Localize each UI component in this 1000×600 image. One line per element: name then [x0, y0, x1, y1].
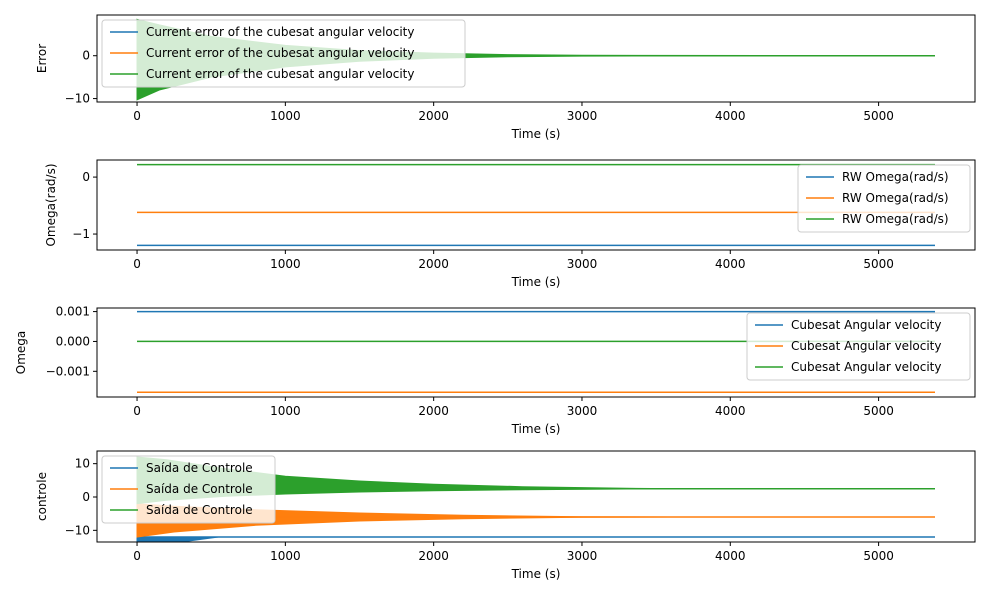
axes-frame: [96, 307, 976, 398]
x-tick-label: 4000: [715, 404, 746, 418]
x-tick-label: 5000: [863, 109, 894, 123]
legend-label-2: Cubesat Angular velocity: [791, 339, 941, 353]
x-tick-label: 2000: [418, 109, 449, 123]
y-axis-label: Error: [35, 44, 49, 73]
legend-label-3: RW Omega(rad/s): [842, 212, 949, 226]
x-axis-label: Time (s): [511, 567, 561, 581]
legend-label-2: RW Omega(rad/s): [842, 191, 949, 205]
legend: Cubesat Angular velocity Cubesat Angular …: [746, 312, 971, 381]
x-tick-label: 5000: [863, 404, 894, 418]
y-tick-label: 0: [82, 490, 90, 504]
x-tick-label: 3000: [567, 109, 598, 123]
legend: Saída de Controle Saída de Controle Saída …: [101, 455, 276, 524]
x-tick-label: 4000: [715, 109, 746, 123]
legend-label-3: Current error of the cubesat angular vel…: [146, 67, 414, 81]
legend-label-1: Current error of the cubesat angular vel…: [146, 25, 414, 39]
y-tick-label: 0.000: [56, 334, 90, 348]
axes-frame: [96, 159, 976, 251]
legend-box: [797, 164, 971, 233]
legend: RW Omega(rad/s) RW Omega(rad/s) RW Omega(r…: [797, 164, 971, 233]
legend-label-1: Saída de Controle: [146, 461, 253, 475]
x-tick-label: 5000: [863, 257, 894, 271]
axes-frame: [96, 14, 976, 103]
legend-label-1: RW Omega(rad/s): [842, 170, 949, 184]
x-tick-label: 3000: [567, 404, 598, 418]
x-tick-label: 0: [133, 109, 141, 123]
y-axis-label: controle: [35, 472, 49, 521]
x-tick-label: 5000: [863, 549, 894, 563]
y-axis-label: Omega(rad/s): [44, 163, 58, 246]
x-tick-label: 4000: [715, 549, 746, 563]
y-tick-label: −0.001: [46, 364, 90, 378]
x-tick-label: 3000: [567, 549, 598, 563]
y-tick-label: −1: [72, 227, 90, 241]
y-tick-label: 0.001: [56, 305, 90, 319]
x-tick-label: 2000: [418, 549, 449, 563]
x-axis-label: Time (s): [511, 422, 561, 436]
x-tick-label: 0: [133, 404, 141, 418]
x-axis-label: Time (s): [511, 127, 561, 141]
x-tick-label: 1000: [270, 549, 301, 563]
legend-label-3: Cubesat Angular velocity: [791, 360, 941, 374]
y-tick-label: −10: [65, 523, 90, 537]
legend-box: [746, 312, 971, 381]
x-tick-label: 0: [133, 257, 141, 271]
legend-box: [101, 19, 466, 88]
legend-label-2: Current error of the cubesat angular vel…: [146, 46, 414, 60]
legend-label-3: Saída de Controle: [146, 503, 253, 517]
x-tick-label: 2000: [418, 257, 449, 271]
y-tick-label: 0: [82, 170, 90, 184]
x-tick-label: 4000: [715, 257, 746, 271]
x-tick-label: 1000: [270, 109, 301, 123]
legend-label-1: Cubesat Angular velocity: [791, 318, 941, 332]
subplot-2: 0 1000 2000 3000 4000 5000 −1 0 Time (s) Omega(ra…: [44, 159, 976, 289]
x-tick-label: 1000: [270, 257, 301, 271]
x-tick-label: 2000: [418, 404, 449, 418]
subplot-4: 0 1000 2000 3000 4000 5000 −10 0 10 Time (s) contr…: [35, 450, 976, 581]
x-tick-label: 0: [133, 549, 141, 563]
y-tick-label: 10: [75, 457, 90, 471]
x-tick-label: 3000: [567, 257, 598, 271]
legend-label-2: Saída de Controle: [146, 482, 253, 496]
y-tick-label: 0: [82, 49, 90, 63]
y-axis-label: Omega: [14, 331, 28, 375]
legend: Current error of the cubesat angular vel…: [101, 19, 466, 88]
subplot-1: 0 1000 2000 3000 4000 5000 −10 0 Time (s) Error Cu…: [35, 14, 976, 141]
x-tick-label: 1000: [270, 404, 301, 418]
y-tick-label: −10: [65, 92, 90, 106]
subplot-3: 0 1000 2000 3000 4000 5000 −0.001 0.000 0.001 Tim…: [14, 305, 976, 436]
legend-box: [101, 455, 276, 524]
x-axis-label: Time (s): [511, 275, 561, 289]
